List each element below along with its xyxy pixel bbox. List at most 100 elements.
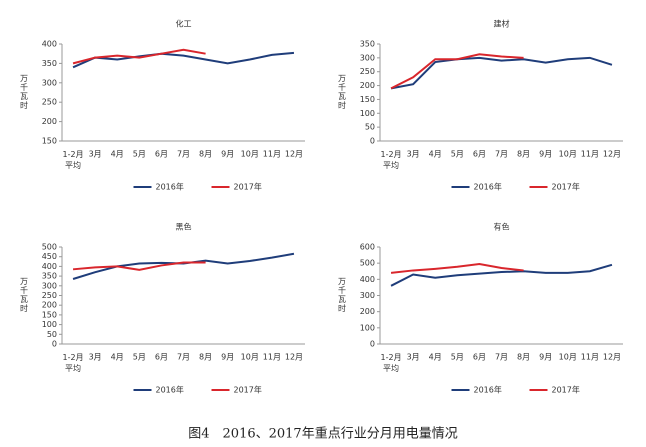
y-tick-label: 350 (360, 40, 375, 49)
x-tick-label: 12月 (603, 150, 621, 159)
y-tick-label: 400 (360, 275, 375, 284)
y-tick-label: 500 (360, 259, 375, 268)
x-tick-label: 10月 (241, 353, 259, 362)
y-tick-label: 300 (360, 291, 375, 300)
x-tick-label: 7月 (177, 150, 190, 159)
y-tick-label: 250 (42, 291, 57, 300)
caption: 图4 2016、2017年重点行业分月用电量情况 (188, 426, 457, 442)
y-tick-label: 350 (42, 59, 57, 68)
x-tick-label: 1-2月平均 (63, 150, 84, 170)
x-tick-label: 3月 (407, 353, 420, 362)
series-line (390, 53, 524, 90)
y-tick-label: 0 (52, 340, 57, 349)
series-line (390, 56, 613, 90)
x-tick-label: 6月 (155, 150, 168, 159)
x-tick-label: 12月 (603, 353, 621, 362)
x-tick-label: 11月 (581, 150, 599, 159)
chart-title: 有色 (494, 222, 510, 232)
x-tick-label: 12月 (285, 353, 303, 362)
y-tick-label: 250 (360, 67, 375, 76)
chart-title: 黑色 (176, 222, 192, 232)
x-tick-label: 5月 (451, 150, 464, 159)
x-tick-label: 9月 (539, 353, 552, 362)
chart-title: 化工 (176, 19, 192, 29)
x-tick-label: 1-2月平均 (381, 150, 402, 170)
y-tick-label: 450 (42, 252, 57, 261)
y-tick-label: 350 (42, 272, 57, 281)
x-tick-label: 7月 (495, 150, 508, 159)
y-tick-label: 600 (360, 243, 375, 252)
y-tick-label: 100 (360, 109, 375, 118)
y-tick-label: 150 (42, 137, 57, 146)
y-axis-label: 万千瓦时 (338, 74, 347, 110)
x-tick-label: 5月 (451, 353, 464, 362)
x-tick-label: 1-2月平均 (63, 353, 84, 373)
x-tick-label: 11月 (263, 353, 281, 362)
y-tick-label: 200 (42, 301, 57, 310)
y-tick-label: 300 (42, 281, 57, 290)
y-tick-label: 50 (47, 330, 57, 339)
x-tick-label: 11月 (581, 353, 599, 362)
x-tick-label: 7月 (495, 353, 508, 362)
x-tick-label: 9月 (221, 353, 234, 362)
y-tick-label: 200 (42, 117, 57, 126)
series-line (72, 51, 295, 69)
y-tick-label: 100 (360, 323, 375, 332)
series-line (72, 261, 206, 271)
x-tick-label: 3月 (407, 150, 420, 159)
series-line (390, 262, 524, 274)
x-tick-label: 9月 (539, 150, 552, 159)
x-tick-label: 8月 (199, 353, 212, 362)
x-tick-label: 7月 (177, 353, 190, 362)
x-tick-label: 9月 (221, 150, 234, 159)
y-tick-label: 400 (42, 262, 57, 271)
legend-label: 2016年 (156, 182, 184, 192)
y-tick-label: 250 (42, 98, 57, 107)
x-tick-label: 4月 (429, 353, 442, 362)
x-tick-label: 8月 (517, 353, 530, 362)
legend-label: 2016年 (474, 385, 502, 395)
x-tick-label: 10月 (241, 150, 259, 159)
y-tick-label: 0 (370, 137, 375, 146)
legend-label: 2016年 (156, 385, 184, 395)
x-tick-label: 4月 (111, 150, 124, 159)
x-tick-label: 6月 (473, 150, 486, 159)
series-line (72, 48, 206, 65)
y-axis-label: 万千瓦时 (20, 277, 29, 313)
legend-label: 2017年 (234, 385, 262, 395)
y-tick-label: 0 (370, 340, 375, 349)
y-axis-label: 万千瓦时 (20, 74, 29, 110)
y-tick-label: 50 (365, 123, 375, 132)
y-tick-label: 200 (360, 81, 375, 90)
x-tick-label: 10月 (559, 353, 577, 362)
legend-label: 2017年 (552, 385, 580, 395)
x-tick-label: 4月 (111, 353, 124, 362)
x-tick-label: 3月 (89, 353, 102, 362)
x-tick-label: 3月 (89, 150, 102, 159)
x-tick-label: 10月 (559, 150, 577, 159)
x-tick-label: 5月 (133, 150, 146, 159)
x-tick-label: 8月 (199, 150, 212, 159)
y-tick-label: 300 (42, 78, 57, 87)
x-tick-label: 8月 (517, 150, 530, 159)
x-tick-label: 1-2月平均 (381, 353, 402, 373)
y-tick-label: 400 (42, 40, 57, 49)
chart-title: 建材 (494, 19, 510, 29)
legend-label: 2017年 (234, 182, 262, 192)
x-tick-label: 6月 (473, 353, 486, 362)
x-tick-label: 5月 (133, 353, 146, 362)
y-tick-label: 150 (360, 95, 375, 104)
x-tick-label: 4月 (429, 150, 442, 159)
y-tick-label: 150 (42, 310, 57, 319)
y-tick-label: 100 (42, 320, 57, 329)
x-tick-label: 6月 (155, 353, 168, 362)
y-tick-label: 300 (360, 53, 375, 62)
x-tick-label: 11月 (263, 150, 281, 159)
y-axis-label: 万千瓦时 (338, 277, 347, 313)
legend-label: 2016年 (474, 182, 502, 192)
legend-label: 2017年 (552, 182, 580, 192)
y-tick-label: 500 (42, 243, 57, 252)
series-line (390, 263, 613, 287)
x-tick-label: 12月 (285, 150, 303, 159)
